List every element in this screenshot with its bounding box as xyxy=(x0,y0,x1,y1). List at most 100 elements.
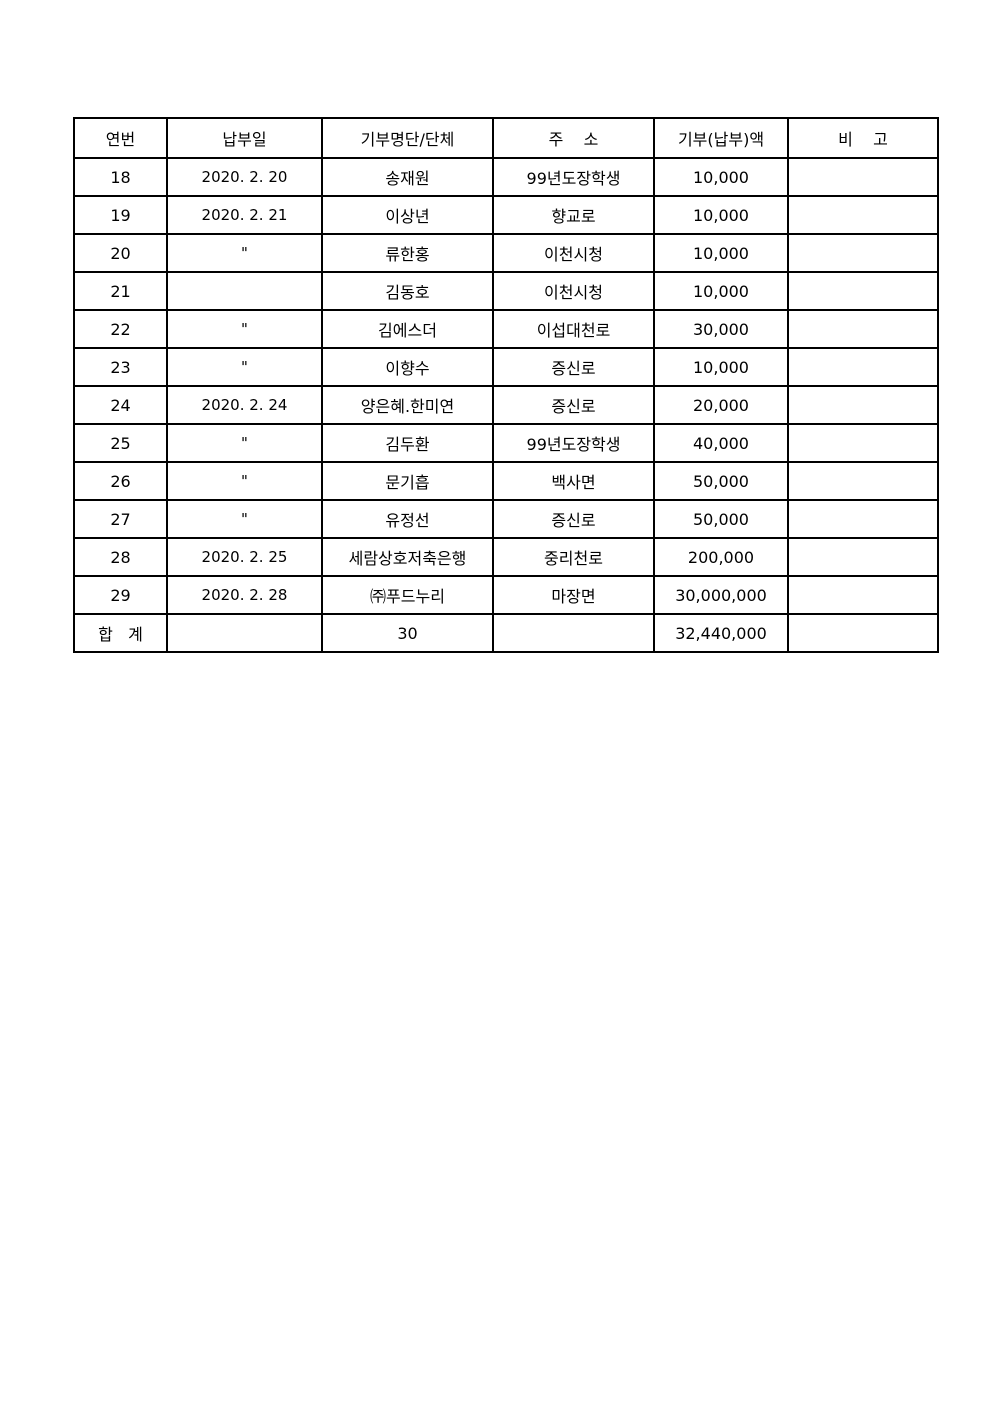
cell-amount: 10,000 xyxy=(653,195,789,235)
cell-amount: 10,000 xyxy=(653,347,789,387)
cell-address: 마장면 xyxy=(492,575,655,615)
total-row: 합 계 30 32,440,000 xyxy=(73,613,939,653)
total-address xyxy=(492,613,655,653)
cell-remarks xyxy=(787,385,939,425)
cell-remarks xyxy=(787,575,939,615)
table-row: 27 " 유정선 증신로 50,000 xyxy=(73,499,939,539)
cell-amount: 50,000 xyxy=(653,499,789,539)
cell-remarks xyxy=(787,309,939,349)
cell-donor-name: ㈜푸드누리 xyxy=(321,575,494,615)
cell-payment-date: " xyxy=(166,347,323,387)
cell-address: 99년도장학생 xyxy=(492,423,655,463)
cell-address: 중리천로 xyxy=(492,537,655,577)
cell-donor-name: 김동호 xyxy=(321,271,494,311)
cell-payment-date: " xyxy=(166,499,323,539)
cell-serial-no: 20 xyxy=(73,233,168,273)
cell-remarks xyxy=(787,271,939,311)
cell-amount: 10,000 xyxy=(653,157,789,197)
donation-table: 연번 납부일 기부명단/단체 주 소 기부(납부)액 비 고 18 2020. … xyxy=(73,117,939,653)
table-row: 20 " 류한홍 이천시청 10,000 xyxy=(73,233,939,273)
cell-address: 증신로 xyxy=(492,499,655,539)
cell-address: 이천시청 xyxy=(492,271,655,311)
header-donor-name: 기부명단/단체 xyxy=(321,117,494,159)
cell-serial-no: 18 xyxy=(73,157,168,197)
cell-remarks xyxy=(787,461,939,501)
cell-serial-no: 28 xyxy=(73,537,168,577)
cell-address: 증신로 xyxy=(492,385,655,425)
cell-amount: 200,000 xyxy=(653,537,789,577)
cell-payment-date: 2020. 2. 21 xyxy=(166,195,323,235)
table-row: 18 2020. 2. 20 송재원 99년도장학생 10,000 xyxy=(73,157,939,197)
cell-payment-date: " xyxy=(166,233,323,273)
table-row: 23 " 이향수 증신로 10,000 xyxy=(73,347,939,387)
cell-amount: 40,000 xyxy=(653,423,789,463)
cell-address: 백사면 xyxy=(492,461,655,501)
cell-remarks xyxy=(787,195,939,235)
cell-remarks xyxy=(787,157,939,197)
total-amount: 32,440,000 xyxy=(653,613,789,653)
cell-payment-date: 2020. 2. 20 xyxy=(166,157,323,197)
cell-serial-no: 29 xyxy=(73,575,168,615)
cell-serial-no: 19 xyxy=(73,195,168,235)
cell-remarks xyxy=(787,347,939,387)
cell-serial-no: 26 xyxy=(73,461,168,501)
cell-payment-date xyxy=(166,271,323,311)
cell-amount: 50,000 xyxy=(653,461,789,501)
cell-amount: 20,000 xyxy=(653,385,789,425)
table-row: 26 " 문기흡 백사면 50,000 xyxy=(73,461,939,501)
cell-donor-name: 김에스더 xyxy=(321,309,494,349)
cell-payment-date: " xyxy=(166,461,323,501)
cell-serial-no: 21 xyxy=(73,271,168,311)
cell-amount: 10,000 xyxy=(653,271,789,311)
cell-payment-date: 2020. 2. 24 xyxy=(166,385,323,425)
cell-amount: 30,000,000 xyxy=(653,575,789,615)
cell-address: 증신로 xyxy=(492,347,655,387)
cell-address: 이섭대천로 xyxy=(492,309,655,349)
cell-payment-date: 2020. 2. 25 xyxy=(166,537,323,577)
table-row: 24 2020. 2. 24 양은혜.한미연 증신로 20,000 xyxy=(73,385,939,425)
header-remarks: 비 고 xyxy=(787,117,939,159)
total-label: 합 계 xyxy=(73,613,168,653)
cell-amount: 10,000 xyxy=(653,233,789,273)
cell-serial-no: 24 xyxy=(73,385,168,425)
cell-donor-name: 유정선 xyxy=(321,499,494,539)
cell-remarks xyxy=(787,423,939,463)
table-row: 21 김동호 이천시청 10,000 xyxy=(73,271,939,311)
table-row: 28 2020. 2. 25 세람상호저축은행 중리천로 200,000 xyxy=(73,537,939,577)
cell-remarks xyxy=(787,537,939,577)
cell-donor-name: 김두환 xyxy=(321,423,494,463)
total-count: 30 xyxy=(321,613,494,653)
cell-remarks xyxy=(787,233,939,273)
cell-donor-name: 송재원 xyxy=(321,157,494,197)
cell-serial-no: 22 xyxy=(73,309,168,349)
cell-donor-name: 이상년 xyxy=(321,195,494,235)
cell-donor-name: 문기흡 xyxy=(321,461,494,501)
cell-remarks xyxy=(787,499,939,539)
cell-serial-no: 27 xyxy=(73,499,168,539)
cell-address: 향교로 xyxy=(492,195,655,235)
cell-donor-name: 세람상호저축은행 xyxy=(321,537,494,577)
cell-donor-name: 이향수 xyxy=(321,347,494,387)
table-row: 25 " 김두환 99년도장학생 40,000 xyxy=(73,423,939,463)
cell-donor-name: 류한홍 xyxy=(321,233,494,273)
total-remarks xyxy=(787,613,939,653)
header-payment-date: 납부일 xyxy=(166,117,323,159)
cell-address: 이천시청 xyxy=(492,233,655,273)
header-amount: 기부(납부)액 xyxy=(653,117,789,159)
cell-amount: 30,000 xyxy=(653,309,789,349)
header-row: 연번 납부일 기부명단/단체 주 소 기부(납부)액 비 고 xyxy=(73,117,939,159)
table-row: 22 " 김에스더 이섭대천로 30,000 xyxy=(73,309,939,349)
cell-serial-no: 23 xyxy=(73,347,168,387)
header-serial-no: 연번 xyxy=(73,117,168,159)
cell-payment-date: " xyxy=(166,423,323,463)
cell-payment-date: 2020. 2. 28 xyxy=(166,575,323,615)
cell-address: 99년도장학생 xyxy=(492,157,655,197)
total-date xyxy=(166,613,323,653)
header-address: 주 소 xyxy=(492,117,655,159)
cell-payment-date: " xyxy=(166,309,323,349)
cell-donor-name: 양은혜.한미연 xyxy=(321,385,494,425)
table-row: 19 2020. 2. 21 이상년 향교로 10,000 xyxy=(73,195,939,235)
cell-serial-no: 25 xyxy=(73,423,168,463)
table-row: 29 2020. 2. 28 ㈜푸드누리 마장면 30,000,000 xyxy=(73,575,939,615)
